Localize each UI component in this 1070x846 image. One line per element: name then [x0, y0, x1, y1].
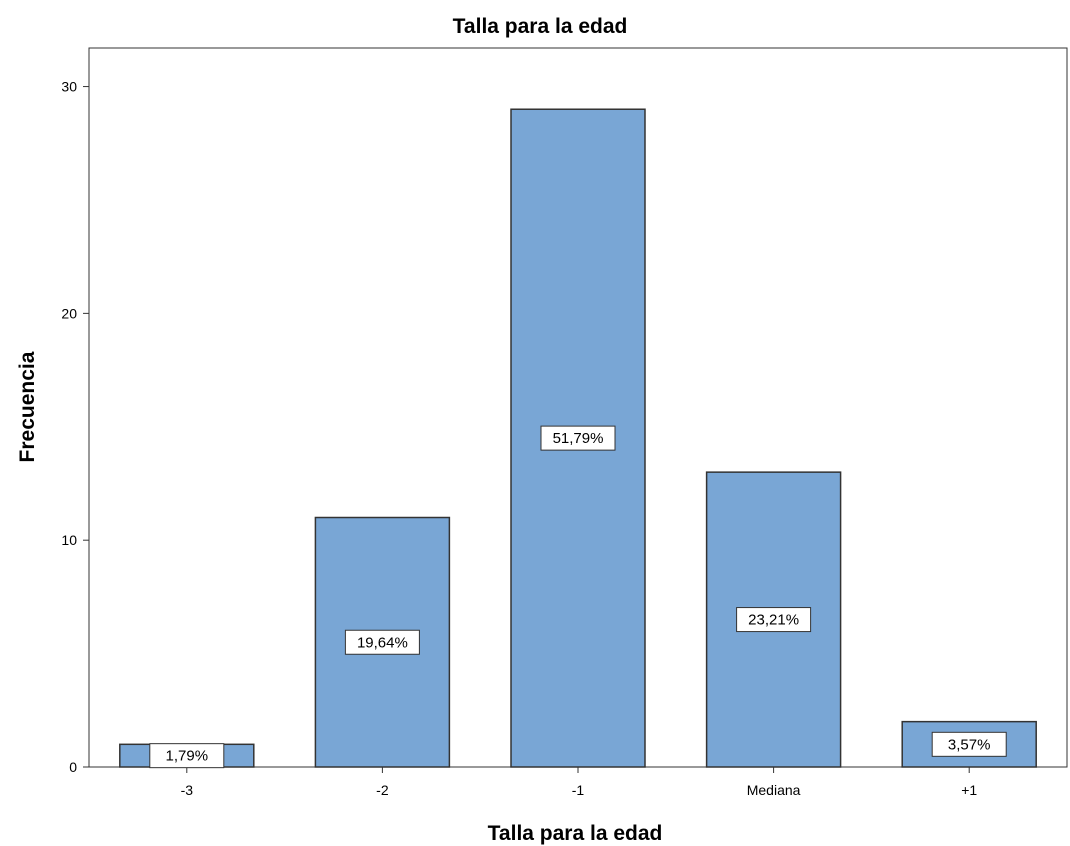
- x-tick-label-0: -3: [181, 782, 194, 798]
- data-label-box-0: [149, 743, 225, 769]
- data-label-box-4: [931, 731, 1007, 757]
- data-label-4: 3,57%: [948, 736, 991, 753]
- y-tick-label-2: 20: [61, 305, 77, 321]
- y-axis: 0 10 20 30: [61, 79, 89, 775]
- y-tick-label-1: 10: [61, 532, 77, 548]
- x-tick-label-4: +1: [961, 782, 977, 798]
- data-label-2: 51,79%: [553, 430, 604, 447]
- x-tick-label-2: -1: [572, 782, 585, 798]
- x-axis-label: Talla para la edad: [488, 822, 663, 845]
- x-tick-label-3: Mediana: [747, 782, 801, 798]
- y-tick-label-3: 30: [61, 79, 77, 95]
- y-tick-label-0: 0: [69, 759, 77, 775]
- data-label-1: 19,64%: [357, 634, 408, 651]
- data-labels-group: 1,79% 19,64% 51,79% 23,21% 3,57%: [149, 425, 1007, 769]
- data-label-box-1: [344, 629, 420, 655]
- x-tick-label-1: -2: [376, 782, 389, 798]
- data-label-box-3: [736, 607, 812, 633]
- x-axis: -3 -2 -1 Mediana +1: [181, 767, 977, 798]
- chart-title: Talla para la edad: [453, 15, 628, 38]
- data-label-3: 23,21%: [748, 612, 799, 629]
- data-label-0: 1,79%: [166, 748, 209, 765]
- data-label-box-2: [540, 425, 616, 451]
- y-axis-label: Frecuencia: [16, 351, 39, 462]
